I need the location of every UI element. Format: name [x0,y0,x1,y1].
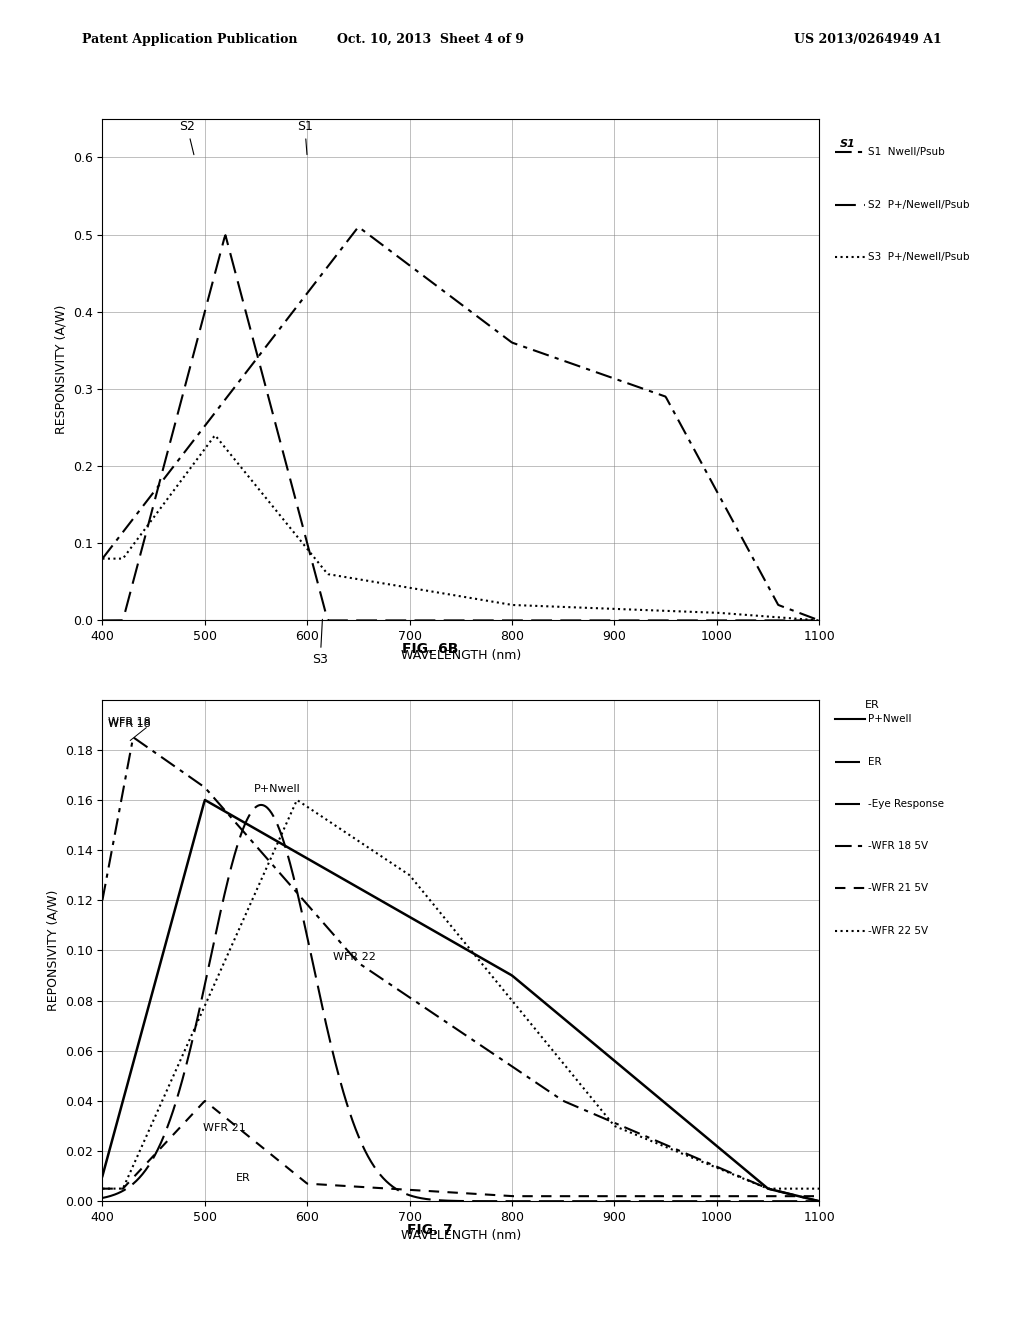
Text: S3: S3 [312,619,329,665]
Text: FIG. 7: FIG. 7 [408,1224,453,1237]
Text: ER: ER [236,1173,250,1183]
Text: S3  P+/Newell/Psub: S3 P+/Newell/Psub [868,252,970,263]
Text: WFR 22: WFR 22 [333,953,376,962]
Text: S1: S1 [297,120,313,154]
X-axis label: WAVELENGTH (nm): WAVELENGTH (nm) [400,1229,521,1242]
Text: WFR 21: WFR 21 [203,1123,246,1133]
Text: FIG. 6B: FIG. 6B [401,643,459,656]
Text: S2  P+/Newell/Psub: S2 P+/Newell/Psub [868,199,970,210]
Y-axis label: RESPONSIVITY (A/W): RESPONSIVITY (A/W) [54,305,68,434]
Text: Oct. 10, 2013  Sheet 4 of 9: Oct. 10, 2013 Sheet 4 of 9 [337,33,523,46]
Text: ER: ER [868,756,882,767]
Text: WFR 18: WFR 18 [108,719,151,729]
Text: -WFR 18 5V: -WFR 18 5V [868,841,929,851]
Text: WFR 18: WFR 18 [108,717,151,727]
Text: ER: ER [865,700,880,710]
Text: S1: S1 [840,139,855,149]
Text: S1  Nwell/Psub: S1 Nwell/Psub [868,147,945,157]
Text: -Eye Response: -Eye Response [868,799,944,809]
Text: -WFR 22 5V: -WFR 22 5V [868,925,929,936]
Text: S2: S2 [179,120,196,154]
Text: US 2013/0264949 A1: US 2013/0264949 A1 [795,33,942,46]
Text: P+Nwell: P+Nwell [254,784,301,795]
Y-axis label: REPONSIVITY (A/W): REPONSIVITY (A/W) [46,890,59,1011]
X-axis label: WAVELENGTH (nm): WAVELENGTH (nm) [400,648,521,661]
Text: -WFR 21 5V: -WFR 21 5V [868,883,929,894]
Text: P+Nwell: P+Nwell [868,714,911,725]
Text: Patent Application Publication: Patent Application Publication [82,33,297,46]
